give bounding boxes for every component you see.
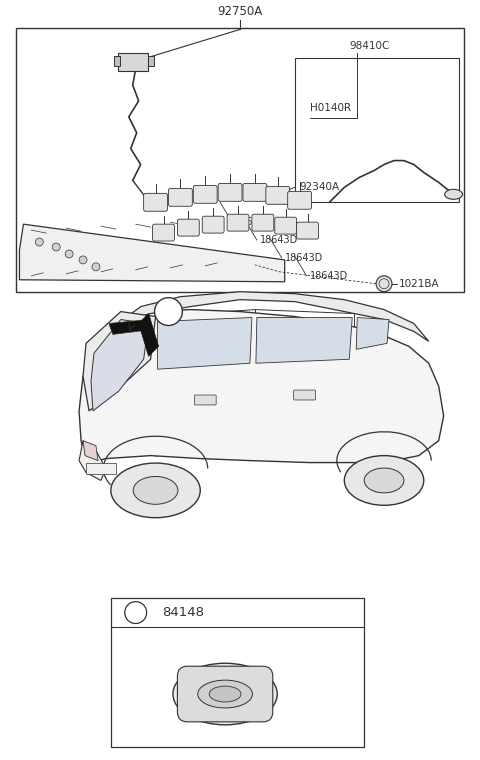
Circle shape — [36, 238, 43, 246]
Ellipse shape — [133, 477, 178, 505]
Circle shape — [125, 602, 146, 623]
Ellipse shape — [344, 455, 424, 505]
Bar — [86, 463, 116, 474]
Circle shape — [92, 263, 100, 271]
FancyBboxPatch shape — [168, 188, 192, 206]
Text: H0140R: H0140R — [310, 103, 351, 113]
FancyBboxPatch shape — [297, 222, 319, 239]
Polygon shape — [256, 318, 352, 363]
Bar — [111, 597, 364, 746]
Bar — [148, 56, 154, 66]
Polygon shape — [356, 318, 389, 350]
Text: 18643D: 18643D — [285, 253, 323, 263]
FancyBboxPatch shape — [294, 390, 315, 400]
Text: 98410C: 98410C — [349, 41, 390, 51]
Ellipse shape — [111, 463, 200, 518]
FancyBboxPatch shape — [243, 183, 267, 201]
Text: 92340A: 92340A — [300, 182, 340, 192]
FancyBboxPatch shape — [202, 216, 224, 233]
Polygon shape — [109, 319, 153, 334]
FancyBboxPatch shape — [288, 192, 312, 209]
Text: 18643D: 18643D — [260, 235, 298, 245]
Ellipse shape — [444, 189, 463, 199]
Ellipse shape — [209, 686, 241, 702]
Polygon shape — [91, 319, 149, 411]
FancyBboxPatch shape — [252, 214, 274, 231]
Text: 1021BA: 1021BA — [399, 279, 440, 289]
Circle shape — [376, 276, 392, 292]
FancyBboxPatch shape — [227, 214, 249, 231]
Polygon shape — [121, 292, 429, 341]
Bar — [295, 59, 458, 202]
Polygon shape — [83, 441, 98, 461]
FancyBboxPatch shape — [193, 185, 217, 203]
Bar — [118, 53, 148, 71]
Polygon shape — [83, 312, 156, 411]
FancyBboxPatch shape — [178, 667, 273, 722]
Text: 84148: 84148 — [163, 606, 204, 619]
Bar — [114, 56, 120, 66]
FancyBboxPatch shape — [275, 217, 297, 234]
Polygon shape — [79, 309, 444, 463]
FancyBboxPatch shape — [144, 193, 168, 211]
Polygon shape — [157, 318, 252, 369]
Circle shape — [65, 250, 73, 258]
Text: 18643D: 18643D — [235, 217, 273, 227]
FancyBboxPatch shape — [266, 186, 289, 204]
Text: 18643D: 18643D — [310, 271, 348, 280]
Bar — [16, 28, 464, 292]
Circle shape — [155, 298, 182, 325]
Polygon shape — [139, 314, 158, 356]
FancyBboxPatch shape — [178, 219, 199, 236]
Text: 92750A: 92750A — [217, 5, 263, 17]
Polygon shape — [79, 441, 106, 480]
FancyBboxPatch shape — [153, 224, 174, 241]
Ellipse shape — [173, 663, 277, 725]
Polygon shape — [20, 224, 285, 282]
FancyBboxPatch shape — [218, 183, 242, 201]
Text: a: a — [165, 305, 172, 318]
Text: a: a — [132, 606, 139, 619]
Circle shape — [79, 256, 87, 264]
FancyBboxPatch shape — [194, 395, 216, 405]
Ellipse shape — [364, 468, 404, 493]
Circle shape — [52, 243, 60, 251]
Ellipse shape — [198, 680, 252, 708]
